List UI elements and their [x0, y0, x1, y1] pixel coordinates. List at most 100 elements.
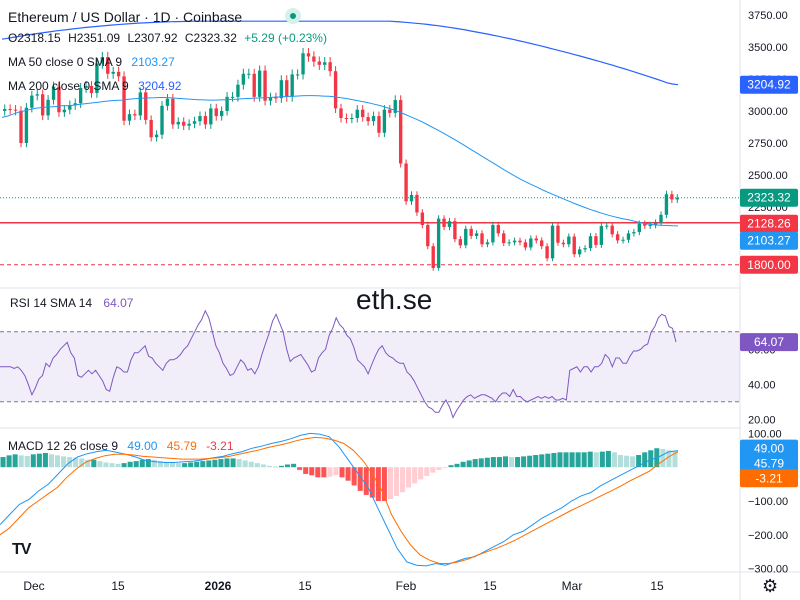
macd-histogram-bar: [490, 457, 496, 468]
macd-histogram-bar: [587, 451, 593, 468]
macd-histogram-bar: [387, 467, 393, 499]
last-price-tag: 2323.32: [747, 191, 791, 205]
dashed-level-price-tag: 1800.00: [747, 258, 791, 272]
macd-histogram-bar: [6, 455, 12, 468]
ma200-label: MA 200 close 0 SMA 9: [8, 79, 129, 93]
candle-body: [165, 98, 170, 106]
candle-body: [518, 240, 522, 243]
rsi-value-tag: 64.07: [754, 335, 784, 349]
price-levels: [0, 197, 740, 266]
candle-body: [236, 84, 240, 97]
candle-body: [3, 109, 7, 111]
signal-value-tag: 45.79: [754, 457, 784, 471]
candle-body: [350, 118, 354, 120]
ma200-legend[interactable]: MA 200 close 0 SMA 9 3204.92: [8, 79, 181, 93]
candle-body: [192, 121, 197, 124]
macd-histogram-bar: [218, 459, 224, 468]
time-axis[interactable]: Dec 15 2026 15 Feb 15 Mar 15: [23, 579, 664, 593]
macd-histogram-bar: [533, 455, 539, 468]
market-status-icon[interactable]: [285, 8, 301, 24]
candle-body: [84, 85, 88, 88]
macd-histogram-bar: [285, 464, 291, 468]
candle-body: [529, 238, 533, 248]
candle-body: [637, 223, 642, 233]
rsi-value-tag-bg: [740, 333, 798, 352]
candle-body: [550, 225, 555, 259]
candle-body: [409, 194, 414, 202]
macd-histogram-bar: [236, 459, 242, 468]
macd-histogram-bar: [442, 467, 448, 469]
macd-histogram-bar: [599, 451, 605, 468]
macd-histogram-bar: [605, 450, 611, 468]
candle-body: [621, 239, 625, 241]
candle-body: [393, 100, 397, 113]
candle-body: [333, 71, 338, 109]
symbol-title[interactable]: Ethereum / US Dollar · 1D · Coinbase: [8, 9, 243, 25]
hist-legend-value: -3.21: [206, 439, 234, 453]
candle-body: [458, 239, 463, 246]
settings-gear-icon[interactable]: ⚙: [762, 576, 779, 596]
candle-body: [241, 73, 246, 85]
candle-body: [648, 225, 652, 227]
ohlc-row: O2318.15 H2351.09 L2307.92 C2323.32 +5.2…: [8, 31, 327, 45]
time-tick-label: 15: [111, 579, 125, 593]
macd-histogram-bar: [200, 461, 206, 468]
macd-histogram-bar: [163, 461, 169, 468]
macd-histogram-bar: [73, 457, 79, 468]
macd-histogram-bar: [18, 455, 24, 468]
candle-body: [453, 221, 457, 240]
candle-body: [371, 116, 376, 122]
price-tick-label: 2750.00: [748, 138, 788, 150]
macd-histogram-bar: [436, 467, 442, 470]
price-tick-label: 2500.00: [748, 170, 788, 182]
macd-legend[interactable]: MACD 12 26 close 9 49.00 45.79 -3.21: [8, 439, 234, 453]
candle-body: [19, 110, 23, 143]
candle-body: [485, 242, 490, 245]
candle-body: [436, 218, 441, 268]
macd-histogram-bar: [393, 467, 400, 496]
open-value: O2318.15: [8, 31, 61, 45]
macd-histogram-bar: [36, 453, 42, 468]
macd-histogram-bar: [400, 467, 406, 493]
time-tick-label: Feb: [396, 579, 417, 593]
macd-histogram-bar: [24, 456, 30, 468]
rsi-legend[interactable]: RSI 14 SMA 14 64.07: [8, 296, 133, 310]
candle-body: [420, 212, 425, 226]
candle-body: [464, 228, 468, 246]
candle-body: [540, 240, 544, 247]
macd-histogram-bar: [188, 462, 194, 468]
price-tick-label: 3000.00: [748, 106, 788, 118]
macd-histogram-bar: [327, 467, 333, 477]
price-axis[interactable]: 2000.002250.002500.002750.003000.003250.…: [748, 10, 788, 576]
macd-tick-label: −200.00: [748, 530, 788, 542]
level-price-tag: 2128.26: [747, 217, 791, 231]
macd-histogram-bar: [660, 448, 666, 468]
macd-histogram-bar: [176, 463, 182, 468]
candle-body: [512, 240, 517, 243]
macd-histogram-bar: [630, 456, 636, 468]
macd-histogram-bar: [509, 457, 515, 468]
tradingview-logo-icon[interactable]: TV: [12, 541, 31, 558]
candle-body: [610, 225, 614, 235]
candle-body: [133, 114, 137, 116]
candle-body: [160, 105, 164, 135]
macd-histogram-bar: [484, 457, 490, 468]
candle-body: [398, 100, 403, 164]
high-value: H2351.09: [68, 31, 121, 45]
candle-body: [116, 71, 121, 77]
macd-histogram-bar: [345, 467, 351, 481]
rsi-label: RSI 14 SMA 14: [8, 296, 95, 310]
ma50-legend[interactable]: MA 50 close 0 SMA 9 2103.27: [8, 55, 175, 69]
macd-histogram-bar: [527, 455, 533, 468]
candle-body: [382, 109, 387, 133]
rsi-band: [0, 331, 740, 402]
candle-body: [339, 108, 343, 119]
candle-body: [594, 236, 598, 245]
price-tags: 3204.92 2323.32 2128.26 2103.27 1800.00 64.07…: [740, 75, 798, 488]
macd-histogram-bar: [303, 467, 309, 474]
moving-averages: [1, 20, 679, 227]
candle-body: [561, 242, 566, 245]
rsi-line: [0, 309, 677, 419]
candle-body: [567, 236, 571, 245]
